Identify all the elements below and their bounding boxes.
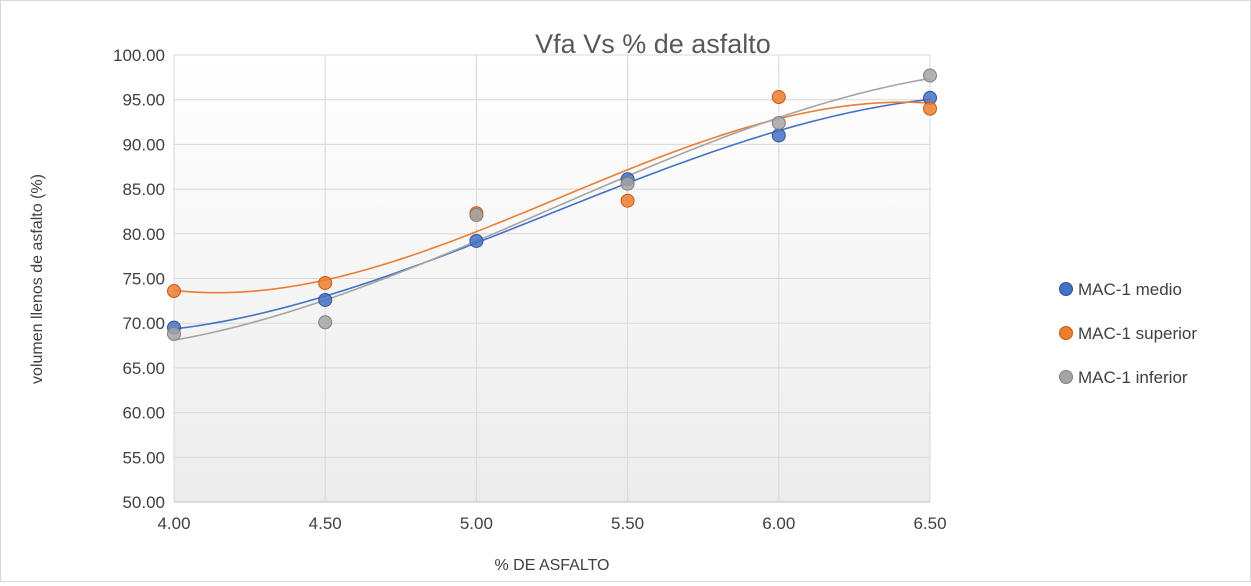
- x-tick-label: 4.50: [309, 514, 342, 533]
- y-tick-label: 100.00: [113, 46, 165, 65]
- x-tick-label: 5.50: [611, 514, 644, 533]
- y-tick-label: 95.00: [122, 91, 165, 110]
- x-axis-title: % DE ASFALTO: [494, 557, 609, 574]
- trendline-series-1: [173, 98, 931, 330]
- data-point: [923, 68, 937, 83]
- y-tick-label: 60.00: [122, 404, 165, 423]
- x-tick-label: 6.50: [913, 514, 946, 533]
- y-tick-label: 55.00: [122, 448, 165, 467]
- data-point: [167, 326, 181, 341]
- y-tick-label: 75.00: [122, 270, 165, 289]
- y-tick-label: 90.00: [122, 135, 165, 154]
- chart-title: Vfa Vs % de asfalto: [535, 29, 771, 59]
- data-points: [167, 68, 937, 341]
- trendline-series-3: [173, 77, 931, 341]
- data-point: [469, 208, 484, 223]
- y-tick-label: 50.00: [122, 493, 165, 512]
- data-point: [620, 193, 635, 208]
- data-point: [771, 128, 786, 143]
- y-tick-label: 70.00: [122, 314, 165, 333]
- data-point: [167, 284, 181, 299]
- axes: 50.00 55.00 60.00 65.00 70.00 75.00 80.00 85.00…: [113, 46, 947, 533]
- data-point: [923, 101, 937, 116]
- data-point: [771, 115, 786, 130]
- y-tick-label: 85.00: [122, 180, 165, 199]
- legend-label: MAC-1 medio: [1078, 280, 1182, 299]
- legend-marker: [1059, 370, 1073, 384]
- legend-marker: [1059, 326, 1073, 340]
- data-point: [318, 292, 333, 307]
- y-axis-title: volumen llenos de asfalto (%): [29, 174, 46, 384]
- x-tick-label: 6.00: [762, 514, 795, 533]
- data-point: [469, 233, 484, 248]
- trendlines: [173, 77, 931, 341]
- x-tick-label: 4.00: [157, 514, 190, 533]
- legend-marker: [1059, 282, 1073, 296]
- trendline-series-2: [173, 101, 931, 294]
- y-tick-label: 80.00: [122, 225, 165, 244]
- legend-label: MAC-1 superior: [1078, 324, 1197, 343]
- data-point: [771, 90, 786, 105]
- data-point: [318, 315, 333, 330]
- data-point: [318, 275, 333, 290]
- gridlines: [173, 54, 931, 503]
- legend-label: MAC-1 inferior: [1078, 368, 1188, 387]
- legend: MAC-1 medio MAC-1 superior MAC-1 inferior: [1059, 280, 1197, 387]
- x-tick-label: 5.00: [460, 514, 493, 533]
- y-tick-label: 65.00: [122, 359, 165, 378]
- data-point: [620, 176, 635, 191]
